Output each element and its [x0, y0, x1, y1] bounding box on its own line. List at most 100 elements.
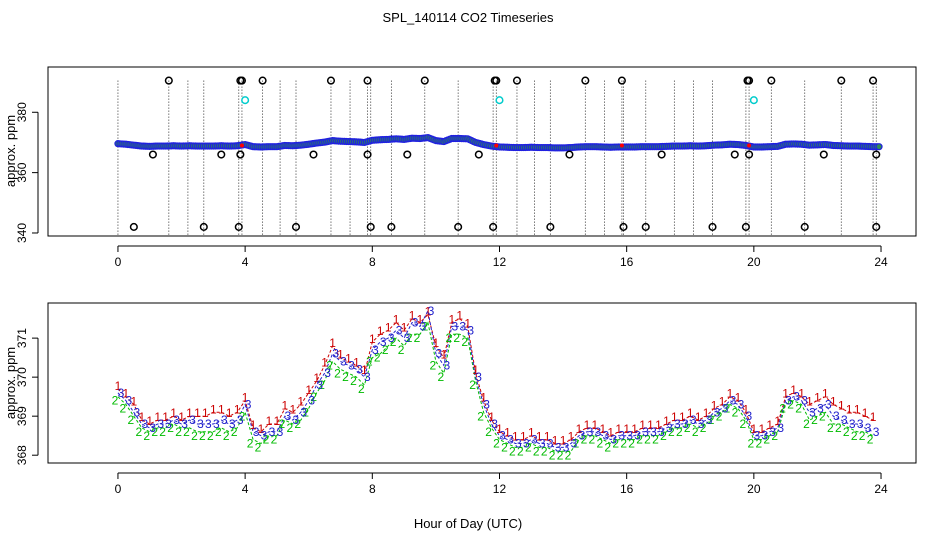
- bottom-series-1-point: 1: [464, 316, 471, 330]
- bottom-series-3-point: 3: [372, 343, 379, 357]
- bottom-series-2-point: 2: [811, 413, 818, 427]
- top-outlier-high: [492, 76, 501, 85]
- bottom-series-2-point: 2: [175, 425, 182, 439]
- bottom-series-3-point: 3: [539, 436, 546, 450]
- bottom-series-2-point: 2: [684, 421, 691, 435]
- bottom-series-1-point: 1: [758, 422, 765, 436]
- bottom-series-2-point: 2: [120, 401, 127, 415]
- bottom-series-3-point: 3: [841, 413, 848, 427]
- bottom-series-3-point: 3: [555, 440, 562, 454]
- top-outlier-366: [148, 150, 157, 159]
- bottom-series-3-point: 3: [809, 405, 816, 419]
- bottom-series-1-point: 1: [115, 379, 122, 393]
- bottom-series-3-point: 3: [754, 429, 761, 443]
- top-outlier-high: [581, 76, 590, 85]
- bottom-series-2-point: 2: [676, 425, 683, 439]
- top-outlier-high: [363, 76, 372, 85]
- bottom-series-1-point: 1: [711, 398, 718, 412]
- bottom-series-1-point: 1: [218, 402, 225, 416]
- bottom-series-1-point: 1: [663, 414, 670, 428]
- bottom-series-1-point: 1: [377, 324, 384, 338]
- bottom-series-3-point: 3: [173, 413, 180, 427]
- bottom-series-2-point: 2: [700, 421, 707, 435]
- bottom-series-1-point: 1: [488, 410, 495, 424]
- bottom-series-1-point: 1: [703, 406, 710, 420]
- bottom-series-1-point: 1: [393, 313, 400, 327]
- bottom-series-lines: [117, 309, 874, 452]
- bottom-series-2-point: 2: [406, 331, 413, 345]
- top-outlier-366: [309, 150, 318, 159]
- top-y-tick-label: 380: [15, 102, 29, 122]
- bottom-series-3-point: 3: [706, 413, 713, 427]
- top-plot-frame: [47, 66, 917, 237]
- bottom-series-3-point: 3: [650, 425, 657, 439]
- bottom-series-3-point: 3: [308, 394, 315, 408]
- bottom-series-2-point: 2: [430, 359, 437, 373]
- bottom-series-1-point: 1: [727, 387, 734, 401]
- bottom-series-1-point: 1: [258, 422, 265, 436]
- bottom-series-1-point: 1: [822, 387, 829, 401]
- bottom-series-3-line: [117, 309, 874, 448]
- bottom-series-2-point: 2: [652, 433, 659, 447]
- bottom-series-1-point: 1: [639, 418, 646, 432]
- top-x-tick-label: 4: [242, 255, 249, 269]
- bottom-series-3-point: 3: [388, 331, 395, 345]
- bottom-series-1-point: 1: [409, 309, 416, 323]
- top-vertical-lines: [117, 80, 877, 236]
- bottom-series-2-point: 2: [342, 370, 349, 384]
- bottom-series-3-point: 3: [523, 436, 530, 450]
- bottom-series-2-point: 2: [867, 433, 874, 447]
- bottom-series-1-point: 1: [448, 313, 455, 327]
- bottom-series-1-point: 1: [353, 355, 360, 369]
- bottom-series-1-point: 1: [592, 418, 599, 432]
- bottom-series-2-point: 2: [326, 359, 333, 373]
- top-outlier-366: [657, 150, 666, 159]
- bottom-series-3-point: 3: [571, 436, 578, 450]
- bottom-y-tick-label: 370: [15, 367, 29, 387]
- bottom-series-3-point: 3: [746, 409, 753, 423]
- bottom-series-2-point: 2: [453, 331, 460, 345]
- top-outlier-366: [403, 150, 412, 159]
- bottom-series-2-point: 2: [549, 448, 556, 462]
- bottom-series-1-point: 1: [242, 391, 249, 405]
- top-outlier-low: [366, 222, 375, 231]
- top-outlier-high: [512, 76, 522, 85]
- bottom-series-3-point: 3: [420, 319, 427, 333]
- top-outlier-high: [617, 76, 626, 85]
- bottom-series-2-point: 2: [310, 390, 317, 404]
- bottom-series-3-point: 3: [316, 378, 323, 392]
- bottom-series-1-point: 1: [846, 402, 853, 416]
- bottom-series-2-point: 2: [708, 413, 715, 427]
- bottom-series-2-point: 2: [604, 440, 611, 454]
- bottom-series-1-point: 1: [321, 355, 328, 369]
- bottom-series-2-point: 2: [740, 417, 747, 431]
- bottom-series-2-point: 2: [620, 437, 627, 451]
- bottom-series-3-point: 3: [491, 417, 498, 431]
- bottom-series-2-point: 2: [755, 437, 762, 451]
- bottom-series-3-point: 3: [785, 394, 792, 408]
- bottom-series-2-point: 2: [374, 351, 381, 365]
- bottom-series-1-point: 1: [806, 394, 813, 408]
- bottom-series-3-point: 3: [412, 316, 419, 330]
- bottom-series-3-point: 3: [666, 421, 673, 435]
- bottom-series-1-point: 1: [329, 336, 336, 350]
- top-outlier-366: [730, 150, 739, 159]
- bottom-series-2-point: 2: [128, 413, 135, 427]
- bottom-series-3-point: 3: [396, 323, 403, 337]
- bottom-series-1-point: 1: [274, 414, 281, 428]
- bottom-series-2-point: 2: [660, 429, 667, 443]
- top-outlier-high: [326, 76, 336, 85]
- bottom-series-1-point: 1: [202, 406, 209, 420]
- bottom-series-1-point: 1: [576, 422, 583, 436]
- bottom-series-1-point: 1: [131, 394, 138, 408]
- bottom-series-1-point: 1: [568, 430, 575, 444]
- top-outlier-high: [420, 76, 429, 85]
- bottom-series-3-point: 3: [507, 433, 514, 447]
- top-outlier-low: [129, 222, 138, 231]
- bottom-series-2-point: 2: [167, 421, 174, 435]
- bottom-series-2-point: 2: [215, 425, 222, 439]
- bottom-y-axis-label: approx. ppm: [3, 347, 18, 419]
- bottom-series-2-point: 2: [461, 335, 468, 349]
